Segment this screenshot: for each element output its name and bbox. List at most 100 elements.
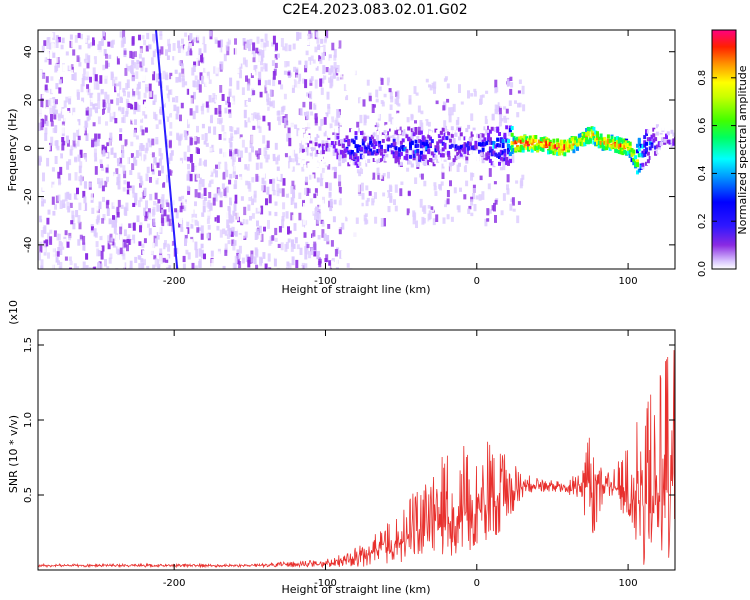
- heatmap-cell: [329, 102, 333, 108]
- heatmap-cell: [229, 197, 232, 206]
- ridge-cell: [365, 162, 369, 167]
- heatmap-cell: [500, 210, 504, 216]
- ridge-cell: [445, 136, 449, 141]
- heatmap-cell: [242, 57, 246, 65]
- heatmap-cell: [143, 238, 147, 244]
- ridge-cell: [577, 138, 581, 143]
- heatmap-cell: [100, 93, 104, 102]
- heatmap-cell: [435, 100, 439, 105]
- ridge-cell: [314, 158, 318, 163]
- heatmap-cell: [50, 60, 54, 67]
- heatmap-cell: [165, 199, 169, 205]
- heatmap-cell: [314, 46, 318, 53]
- heatmap-cell: [165, 98, 169, 106]
- heatmap-cell: [321, 173, 325, 179]
- ridge-cell: [403, 155, 407, 160]
- heatmap-cell: [338, 125, 342, 134]
- ridge-cell: [468, 142, 472, 147]
- heatmap-cell: [320, 191, 324, 197]
- heatmap-cell: [133, 129, 137, 138]
- heatmap-cell: [250, 135, 254, 144]
- ridge-cell: [358, 147, 362, 151]
- heatmap-cell: [185, 34, 189, 42]
- heatmap-cell: [271, 126, 275, 132]
- ridge-cell: [459, 158, 463, 163]
- ridge-cell: [432, 132, 436, 137]
- heatmap-cell: [74, 60, 78, 66]
- heatmap-cell: [346, 213, 350, 218]
- heatmap-cell: [498, 122, 502, 127]
- ridge-cell: [657, 149, 661, 154]
- heatmap-cell: [300, 122, 304, 128]
- heatmap-cell: [165, 245, 169, 252]
- heatmap-cell: [151, 152, 155, 158]
- colorbar: [711, 29, 737, 270]
- ridge-cell: [550, 146, 554, 151]
- heatmap-cell: [106, 36, 110, 44]
- ridge-cell: [554, 144, 558, 149]
- heatmap-cell: [416, 160, 420, 166]
- heatmap-cell: [290, 185, 294, 194]
- heatmap-cell: [376, 134, 380, 143]
- heatmap-cell: [314, 188, 318, 196]
- heatmap-cell: [485, 90, 489, 94]
- heatmap-cell: [356, 174, 360, 182]
- heatmap-cell: [304, 263, 308, 269]
- ridge-cell: [476, 160, 480, 165]
- heatmap-cell: [357, 116, 361, 124]
- heatmap-cell: [487, 183, 491, 191]
- ridge-cell: [456, 126, 460, 131]
- ridge-cell: [352, 161, 356, 166]
- heatmap-cell: [356, 121, 360, 128]
- ridge-cell: [410, 140, 414, 145]
- heatmap-cell: [159, 248, 163, 255]
- heatmap-cell: [274, 227, 278, 236]
- ridge-cell: [363, 136, 367, 141]
- ridge-cell: [427, 144, 431, 149]
- heatmap-cell: [314, 60, 318, 68]
- ridge-cell: [311, 127, 314, 132]
- heatmap-cell: [180, 170, 184, 176]
- heatmap-cell: [349, 49, 353, 57]
- heatmap-cell: [219, 117, 223, 123]
- heatmap-cell: [203, 44, 207, 53]
- heatmap-cell: [517, 90, 521, 94]
- heatmap-cell: [315, 257, 318, 265]
- heatmap-cell: [246, 39, 250, 49]
- heatmap-cell: [69, 267, 72, 269]
- ridge-cell: [403, 147, 407, 152]
- heatmap-cell: [84, 99, 88, 108]
- heatmap-cell: [268, 240, 272, 246]
- heatmap-cell: [194, 241, 198, 251]
- figure-title: C2E4.2023.083.02.01.G02: [282, 2, 468, 18]
- ridge-cell: [418, 155, 422, 160]
- heatmap-cell: [281, 71, 285, 79]
- ridge-cell: [639, 164, 643, 169]
- heatmap-cell: [211, 237, 215, 243]
- ridge-cell: [372, 145, 376, 150]
- heatmap-cell: [214, 37, 218, 44]
- ridge-cell: [394, 150, 398, 155]
- heatmap-cell: [197, 211, 200, 221]
- heatmap-cell: [335, 188, 339, 195]
- heatmap-cell: [519, 180, 523, 189]
- ridge-cell: [436, 147, 440, 151]
- heatmap-cell: [441, 163, 445, 171]
- heatmap-cell: [122, 165, 126, 174]
- heatmap-cell: [59, 200, 63, 209]
- heatmap-cell: [65, 96, 69, 103]
- heatmap-cell: [135, 150, 139, 158]
- heatmap-cell: [329, 206, 333, 212]
- ridge-cell: [369, 130, 373, 135]
- heatmap-cell: [154, 258, 158, 267]
- ridge-cell: [559, 148, 563, 153]
- heatmap-cell: [421, 196, 425, 201]
- ridge-cell: [585, 137, 589, 141]
- ridge-cell: [666, 139, 670, 144]
- heatmap-cell: [314, 215, 317, 220]
- ridge-cell: [557, 147, 561, 152]
- heatmap-cell: [139, 48, 143, 54]
- heatmap-cell: [93, 56, 97, 65]
- heatmap-cell: [159, 31, 163, 36]
- heatmap-cell: [310, 205, 314, 212]
